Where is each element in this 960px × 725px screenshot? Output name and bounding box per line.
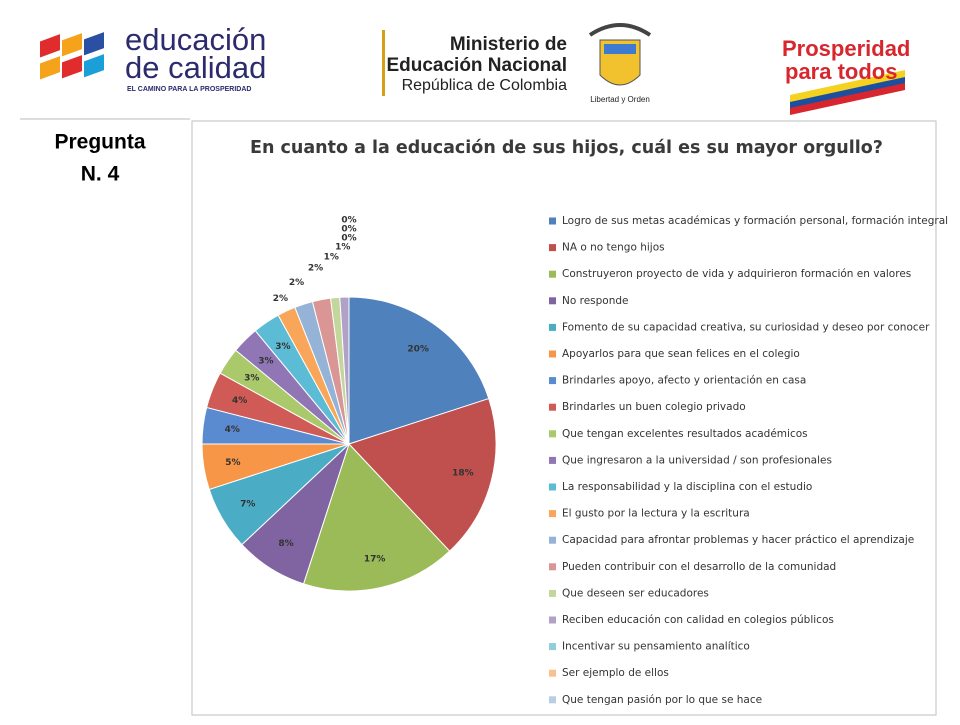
legend-entry: Logro de sus metas académicas y formació…: [562, 215, 948, 227]
legend-entry: Que ingresaron a la universidad / son pr…: [562, 454, 832, 466]
question-label: Pregunta: [54, 131, 145, 154]
legend-entry: No responde: [562, 295, 629, 307]
legend-swatch: [549, 403, 556, 411]
chart-title: En cuanto a la educación de sus hijos, c…: [250, 138, 883, 158]
data-label: 2%: [308, 264, 323, 274]
legend-entry: Que deseen ser educadores: [562, 587, 709, 599]
question-label: N. 4: [81, 163, 120, 186]
data-label: 18%: [452, 469, 474, 479]
data-label: 1%: [335, 243, 350, 253]
logo-text: educación: [125, 22, 266, 57]
legend-entry: Brindarles un buen colegio privado: [562, 401, 746, 413]
logo-education: educación de calidad EL CAMINO PARA LA P…: [40, 22, 266, 93]
legend-swatch: [549, 270, 556, 278]
logo-text: Prosperidad: [782, 36, 910, 61]
legend-entry: Construyeron proyecto de vida y adquirie…: [562, 268, 911, 280]
legend-swatch: [549, 616, 556, 624]
legend-swatch: [549, 350, 556, 358]
legend-swatch: [549, 696, 556, 704]
legend-entry: Capacidad para afrontar problemas y hace…: [562, 534, 914, 546]
legend-entry: Brindarles apoyo, afecto y orientación e…: [562, 375, 806, 387]
logo-text: EL CAMINO PARA LA PROSPERIDAD: [127, 86, 251, 93]
legend-swatch: [549, 244, 556, 252]
legend-entry: La responsabilidad y la disciplina con e…: [562, 481, 812, 493]
legend-entry: NA o no tengo hijos: [562, 242, 665, 254]
legend-swatch: [549, 456, 556, 464]
data-label: 8%: [278, 539, 293, 549]
data-label: 4%: [225, 425, 240, 435]
data-label: 3%: [275, 342, 290, 352]
logo-text: de calidad: [125, 50, 266, 85]
legend-swatch: [549, 297, 556, 305]
ministry-text: República de Colombia: [402, 77, 568, 94]
logo-text: para todos: [785, 59, 897, 84]
logo-prosperity: Prosperidad para todos: [782, 36, 910, 115]
data-label: 0%: [341, 216, 356, 226]
data-label: 5%: [225, 458, 240, 468]
data-label: 17%: [364, 554, 386, 564]
data-label: 0%: [341, 225, 356, 235]
pie-slice: [348, 296, 490, 445]
data-label: 1%: [324, 252, 339, 262]
legend-swatch: [549, 669, 556, 677]
legend-swatch: [549, 643, 556, 651]
legend-entry: Apoyarlos para que sean felices en el co…: [562, 348, 800, 360]
legend-entry: Ser ejemplo de ellos: [562, 667, 669, 679]
data-label: 2%: [289, 278, 304, 288]
data-label: 7%: [240, 499, 255, 509]
legend-swatch: [549, 323, 556, 331]
pie-slice: [302, 443, 451, 592]
legend-swatch: [549, 563, 556, 571]
legend-swatch: [549, 536, 556, 544]
data-label: 4%: [232, 396, 247, 406]
legend-entry: Pueden contribuir con el desarrollo de l…: [562, 561, 836, 573]
data-label: 0%: [341, 234, 356, 244]
legend-swatch: [549, 589, 556, 597]
data-label: 3%: [244, 373, 259, 383]
data-label: 2%: [273, 294, 288, 304]
legend-entry: Incentivar su pensamiento analítico: [562, 641, 750, 653]
motto: Libertad y Orden: [590, 95, 650, 104]
data-label: 3%: [258, 356, 273, 366]
pie-slice: [348, 397, 497, 552]
legend-swatch: [549, 377, 556, 385]
ministry-text: Ministerio de: [450, 34, 567, 55]
coat-of-arms: [588, 23, 652, 86]
ministry-text: Educación Nacional: [386, 55, 567, 76]
legend-entry: Reciben educación con calidad en colegio…: [562, 614, 834, 626]
legend-swatch: [549, 510, 556, 518]
legend-entry: Que tengan excelentes resultados académi…: [562, 428, 808, 440]
legend-swatch: [549, 430, 556, 438]
legend-swatch: [549, 483, 556, 491]
legend-entry: Que tengan pasión por lo que se hace: [562, 694, 762, 706]
legend-swatch: [549, 217, 556, 225]
legend-entry: El gusto por la lectura y la escritura: [562, 508, 750, 520]
legend-entry: Fomento de su capacidad creativa, su cur…: [562, 321, 930, 333]
data-label: 20%: [407, 344, 429, 354]
